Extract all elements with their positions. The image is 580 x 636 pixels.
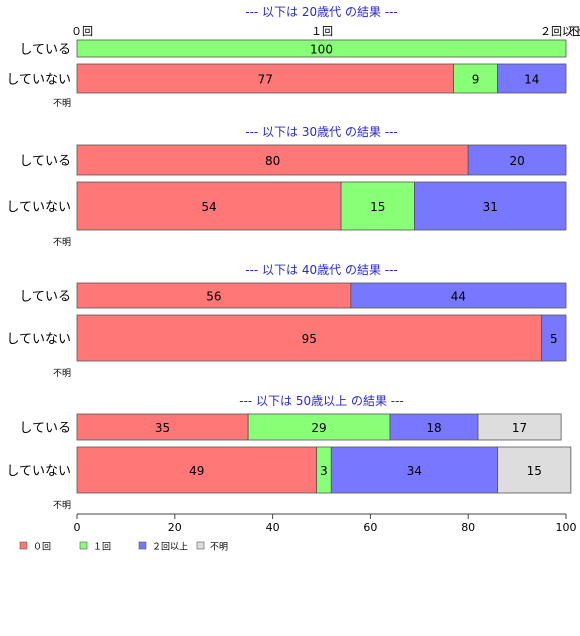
bar-segment-3-0-3 [477,413,562,441]
panel-title-0: --- 以下は 20歳代 の結果 --- [245,5,398,19]
legend-label-0: ０回 [33,542,51,553]
bar-value-label-1-0-0: 80 [265,154,280,168]
panel-title-2: --- 以下は 40歳代 の結果 --- [245,263,398,277]
bar-segment-0-0-1 [76,39,567,58]
bar-value-label-2-1-2: 5 [550,332,558,346]
row-label-2-0: している [19,290,71,305]
bar-value-label-1-0-2: 20 [509,154,524,168]
bar-value-label-3-0-2: 18 [426,421,441,435]
top-axis-label-1: １回 [311,25,333,38]
legend-swatch-1 [79,541,88,550]
row-label-0-1: していない [6,73,71,88]
bar-value-label-3-0-1: 29 [311,421,326,435]
top-axis-label-3: 不明 [568,25,580,38]
bar-value-label-2-1-0: 95 [302,332,317,346]
bar-value-label-3-1-1: 3 [320,464,328,478]
x-tick-label-0: 0 [74,521,81,534]
top-axis-label-0: ０回 [71,25,93,38]
bar-segment-2-1-0 [76,314,542,362]
bar-segment-2-1-2 [541,314,567,362]
bar-value-label-3-0-0: 35 [155,421,170,435]
bar-value-label-0-1-1: 9 [472,73,480,87]
bar-value-label-3-0-3: 17 [512,421,527,435]
bar-value-label-1-1-1: 15 [370,200,385,214]
bar-segment-1-1-1 [340,181,415,231]
x-tick-label-4: 80 [461,521,475,534]
top-axis-label-2: ２回以上 [540,25,580,38]
bar-value-label-0-0-1: 100 [310,43,333,57]
bar-value-label-2-0-0: 56 [206,290,221,304]
x-tick-label-1: 20 [168,521,182,534]
bar-value-label-0-1-2: 14 [524,73,539,87]
x-tick-label-2: 40 [266,521,280,534]
bar-segment-2-0-2 [350,282,567,309]
bar-segment-3-0-1 [247,413,391,441]
x-tick-label-5: 100 [556,521,577,534]
bar-segment-3-1-3 [497,446,572,494]
unknown-row-label-1: 不明 [53,237,71,248]
unknown-row-label-3: 不明 [53,500,71,511]
row-label-1-0: している [19,154,71,169]
row-label-1-1: していない [6,200,71,215]
bar-value-label-3-1-0: 49 [189,464,204,478]
row-label-2-1: していない [6,332,71,347]
legend-label-1: １回 [93,542,111,553]
bar-value-label-2-0-2: 44 [451,290,466,304]
bar-segment-3-1-2 [330,446,498,494]
bar-value-label-1-1-2: 31 [483,200,498,214]
bar-value-label-1-1-0: 54 [201,200,216,214]
legend-label-2: ２回以上 [152,542,188,553]
row-label-0-0: している [19,43,71,58]
panel-title-1: --- 以下は 30歳代 の結果 --- [245,125,398,139]
bar-value-label-3-1-3: 15 [527,464,542,478]
bar-value-label-0-1-0: 77 [258,73,273,87]
x-tick-label-3: 60 [363,521,377,534]
unknown-row-label-0: 不明 [53,98,71,109]
bar-segment-1-1-2 [414,181,567,231]
bar-segment-1-0-2 [467,144,567,176]
bar-segment-0-1-2 [497,63,567,94]
legend-label-3: 不明 [210,542,228,553]
row-label-3-0: している [19,421,71,436]
bar-segment-1-0-0 [76,144,469,176]
legend-swatch-2 [138,541,147,550]
panel-title-3: --- 以下は 50歳以上 の結果 --- [239,394,404,408]
bar-segment-3-1-0 [76,446,318,494]
bar-segment-0-1-0 [76,63,454,94]
bar-segment-2-0-0 [76,282,352,309]
legend-swatch-0 [19,541,28,550]
row-label-3-1: していない [6,464,71,479]
unknown-row-label-2: 不明 [53,368,71,379]
bar-value-label-3-1-2: 34 [407,464,422,478]
bar-segment-1-1-0 [76,181,342,231]
legend-swatch-3 [196,541,205,550]
